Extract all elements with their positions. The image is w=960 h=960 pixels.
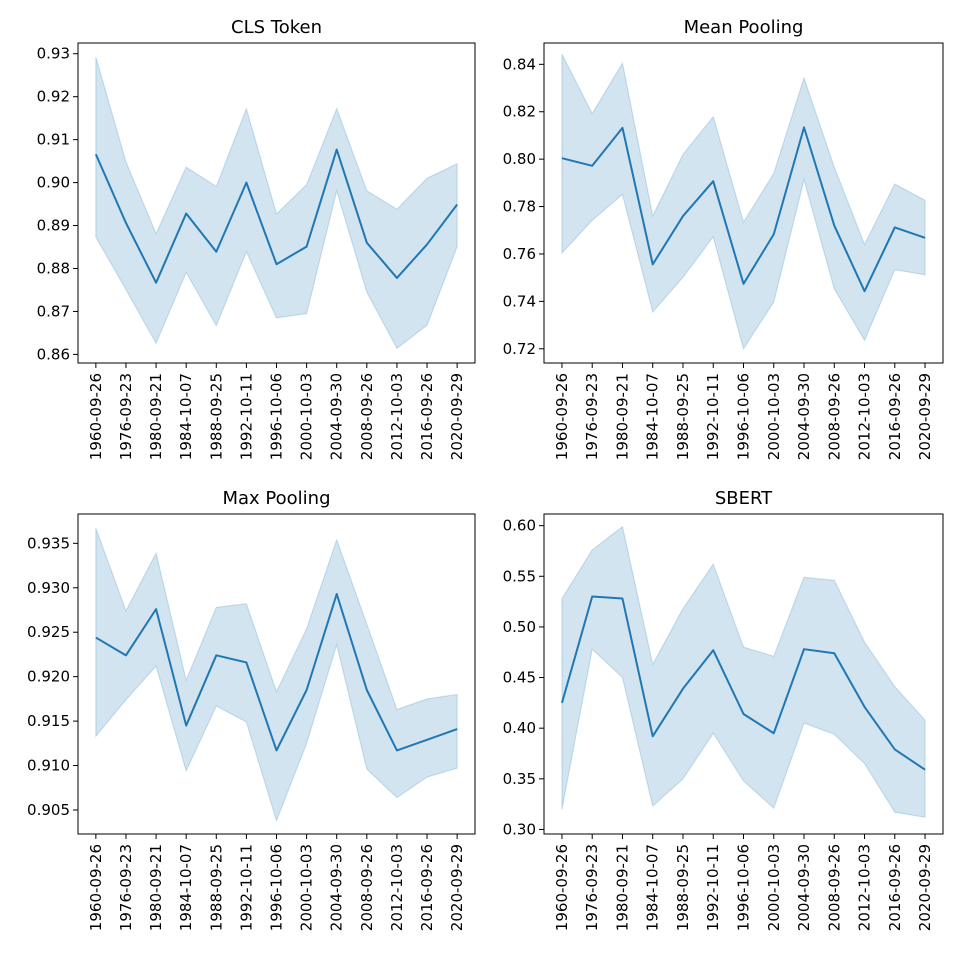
x-tick-label: 2020-09-29 — [448, 844, 466, 931]
x-tick-label: 2016-09-26 — [418, 373, 436, 460]
subplot-4: 0.30 0.35 0.40 0.45 0.50 0.55 0.60 1960-09-26 19… — [503, 488, 944, 931]
x-tick-label: 2020-09-29 — [448, 373, 466, 460]
x-tick-label: 1988-09-25 — [674, 844, 692, 931]
x-tick-label: 2000-10-03 — [298, 844, 316, 931]
x-tick-label: 1984-10-07 — [177, 373, 195, 460]
x-tick-label: 2016-09-26 — [886, 844, 904, 931]
x-tick-label: 2008-09-26 — [358, 373, 376, 460]
y-tick-label: 0.80 — [503, 150, 536, 168]
y-tick-label: 0.935 — [27, 534, 70, 552]
subplot-title: SBERT — [715, 488, 773, 509]
x-tick-label: 2012-10-03 — [388, 373, 406, 460]
y-tick-label: 0.72 — [503, 340, 536, 358]
y-tick-label: 0.55 — [503, 567, 536, 585]
subplot-title: Max Pooling — [222, 488, 330, 509]
x-tick-label: 2012-10-03 — [856, 373, 874, 460]
y-tick-label: 0.87 — [37, 302, 70, 320]
x-tick-label: 2004-09-30 — [328, 373, 346, 460]
x-tick-label: 1988-09-25 — [207, 844, 225, 931]
x-tick-label: 2004-09-30 — [328, 844, 346, 931]
x-tick-label: 1996-10-06 — [268, 373, 286, 460]
y-tick-label: 0.92 — [37, 88, 70, 106]
x-tick-label: 1980-09-21 — [613, 844, 631, 931]
x-tick-label: 2004-09-30 — [795, 373, 813, 460]
x-tick-label: 2020-09-29 — [916, 373, 934, 460]
y-tick-label: 0.930 — [27, 579, 70, 597]
x-tick-label: 2012-10-03 — [856, 844, 874, 931]
x-tick-label: 1984-10-07 — [644, 373, 662, 460]
confidence-band — [95, 528, 458, 823]
y-tick-label: 0.93 — [37, 45, 70, 63]
y-tick-label: 0.78 — [503, 198, 536, 216]
x-tick-label: 1988-09-25 — [674, 373, 692, 460]
subplot-2: 0.72 0.74 0.76 0.78 0.80 0.82 0.84 1960-09-26 19… — [503, 17, 944, 460]
x-tick-label: 1960-09-26 — [553, 373, 571, 460]
x-tick-label: 2016-09-26 — [886, 373, 904, 460]
x-tick-label: 2000-10-03 — [765, 844, 783, 931]
y-tick-label: 0.905 — [27, 801, 70, 819]
x-tick-label: 1960-09-26 — [553, 844, 571, 931]
x-tick-label: 1960-09-26 — [87, 373, 105, 460]
confidence-band — [561, 53, 926, 351]
subplot-title: CLS Token — [231, 17, 322, 38]
series-line — [560, 595, 926, 771]
x-tick-label: 1980-09-21 — [147, 373, 165, 460]
y-tick-label: 0.84 — [503, 55, 536, 73]
subplot-title: Mean Pooling — [684, 17, 804, 38]
y-tick-label: 0.925 — [27, 623, 70, 641]
y-tick-label: 0.920 — [27, 668, 70, 686]
y-tick-label: 0.40 — [503, 719, 536, 737]
x-tick-label: 1996-10-06 — [735, 373, 753, 460]
y-tick-label: 0.82 — [503, 103, 536, 121]
series-line — [561, 126, 926, 293]
x-tick-label: 2016-09-26 — [418, 844, 436, 931]
x-tick-label: 1976-09-23 — [583, 373, 601, 460]
y-tick-label: 0.60 — [503, 517, 536, 535]
x-tick-label: 2008-09-26 — [825, 844, 843, 931]
x-tick-label: 1992-10-11 — [237, 373, 255, 460]
x-tick-label: 1980-09-21 — [613, 373, 631, 460]
x-tick-label: 2020-09-29 — [916, 844, 934, 931]
y-tick-label: 0.76 — [503, 245, 536, 263]
y-tick-label: 0.915 — [27, 712, 70, 730]
confidence-band — [95, 57, 458, 350]
y-tick-label: 0.91 — [37, 131, 70, 149]
series-line — [95, 593, 458, 752]
y-tick-label: 0.90 — [37, 174, 70, 192]
y-tick-label: 0.89 — [37, 217, 70, 235]
x-tick-label: 1976-09-23 — [117, 844, 135, 931]
y-tick-label: 0.35 — [503, 770, 536, 788]
y-tick-label: 0.30 — [503, 820, 536, 838]
x-tick-label: 2008-09-26 — [825, 373, 843, 460]
series-line — [94, 148, 458, 284]
x-tick-label: 1980-09-21 — [147, 844, 165, 931]
x-tick-label: 1984-10-07 — [177, 844, 195, 931]
y-tick-label: 0.88 — [37, 260, 70, 278]
x-tick-label: 2004-09-30 — [795, 844, 813, 931]
y-tick-label: 0.50 — [503, 618, 536, 636]
y-tick-label: 0.86 — [37, 345, 70, 363]
subplot-3: 0.905 0.910 0.915 0.920 0.925 0.930 0.935 1960-… — [27, 488, 476, 931]
x-tick-label: 1988-09-25 — [207, 373, 225, 460]
x-tick-label: 1984-10-07 — [644, 844, 662, 931]
x-tick-label: 1992-10-11 — [704, 373, 722, 460]
x-tick-label: 1992-10-11 — [704, 844, 722, 931]
subplot-1: 0.86 0.87 0.88 0.89 0.90 0.91 0.92 0.93 1960-09-… — [37, 17, 476, 460]
x-tick-label: 1976-09-23 — [583, 844, 601, 931]
y-tick-label: 0.74 — [503, 292, 536, 310]
x-tick-label: 1996-10-06 — [268, 844, 286, 931]
x-tick-label: 2008-09-26 — [358, 844, 376, 931]
x-tick-label: 2000-10-03 — [298, 373, 316, 460]
x-tick-label: 2012-10-03 — [388, 844, 406, 931]
x-tick-label: 1960-09-26 — [87, 844, 105, 931]
y-tick-label: 0.910 — [27, 757, 70, 775]
confidence-band — [561, 525, 926, 818]
x-tick-label: 1976-09-23 — [117, 373, 135, 460]
x-tick-label: 1992-10-11 — [237, 844, 255, 931]
x-tick-label: 1996-10-06 — [735, 844, 753, 931]
y-tick-label: 0.45 — [503, 669, 536, 687]
x-tick-label: 2000-10-03 — [765, 373, 783, 460]
